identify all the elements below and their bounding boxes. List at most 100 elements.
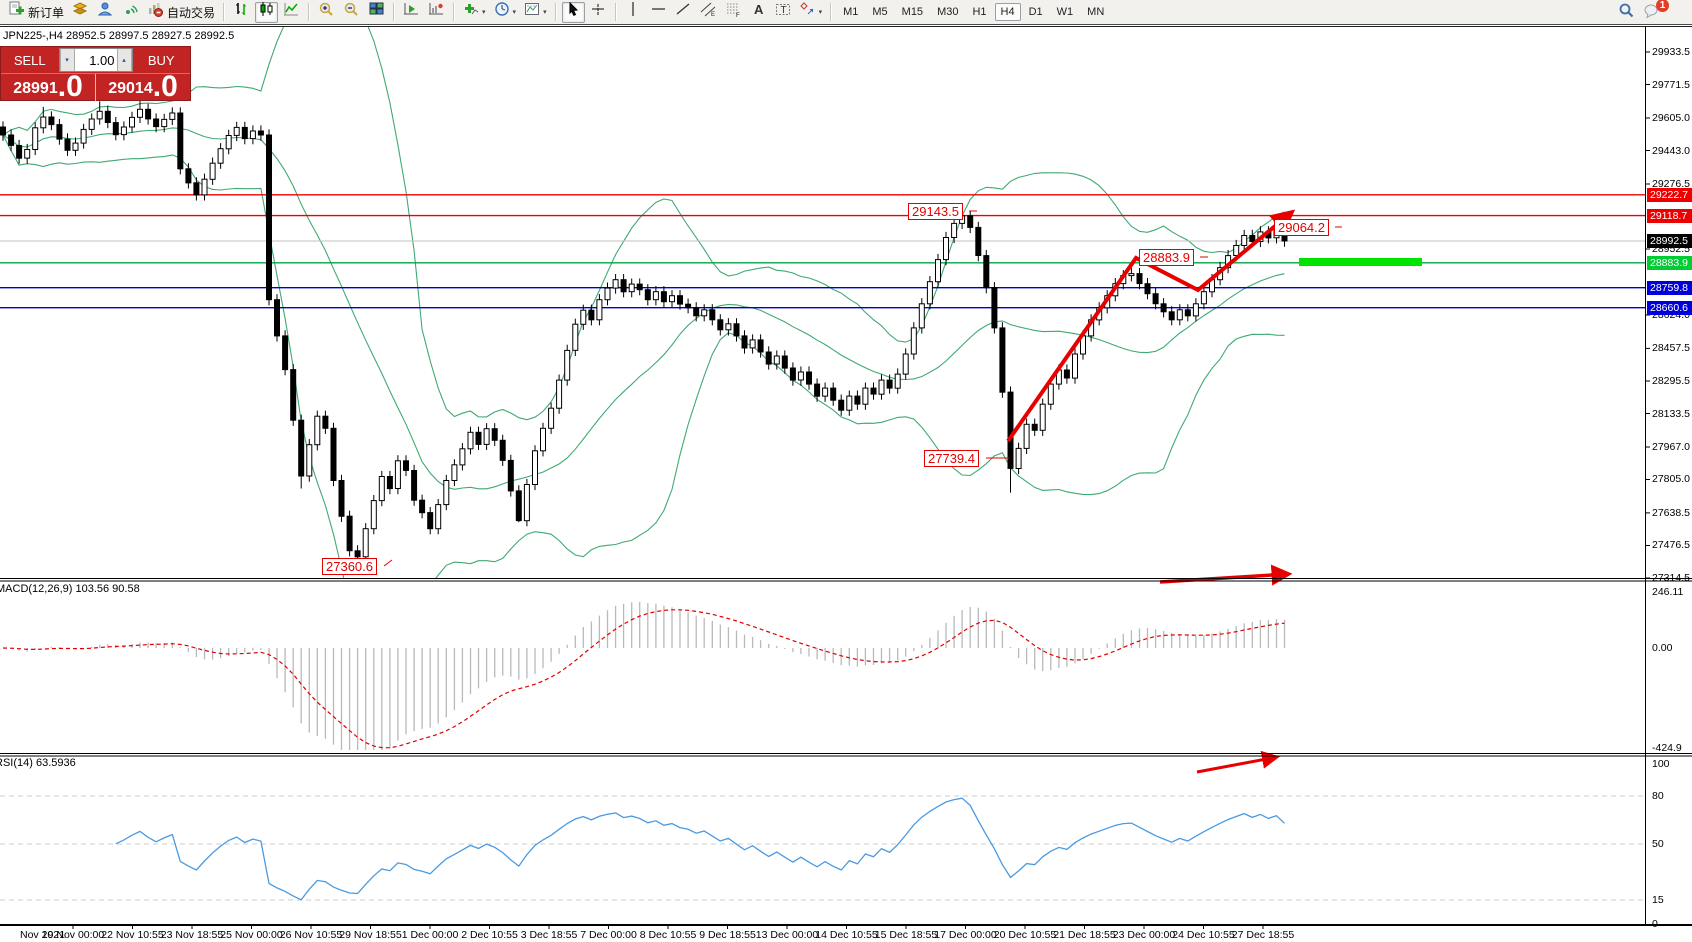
timeframe-h1-button[interactable]: H1: [972, 6, 987, 18]
person-icon: [97, 1, 114, 23]
candle-chart-button[interactable]: [255, 1, 279, 23]
price-annotation-label: 29143.5: [908, 203, 963, 220]
buy-price[interactable]: 29014.0: [96, 72, 190, 102]
timeframe-mn-button[interactable]: MN: [1087, 6, 1105, 18]
templates-button[interactable]: ▾: [521, 2, 550, 23]
vertical-line-button[interactable]: [622, 2, 645, 23]
bollinger-upper-band: [2, 27, 1285, 421]
tile-windows-button[interactable]: [365, 2, 388, 23]
time-axis-label: 15 Dec 18:55: [874, 929, 938, 941]
price-axis-tick: 29443.0: [1652, 145, 1690, 157]
candles-icon: [258, 1, 275, 23]
signals-button[interactable]: [119, 2, 142, 23]
text-button[interactable]: A: [747, 2, 770, 23]
gold-box-icon: [72, 1, 89, 23]
one-click-trading-panel: SELL ▾ 1.00 ▴ BUY 28991.0 29014.0: [0, 46, 191, 103]
indicator-icon: [463, 1, 480, 23]
new-order-label: 新订单: [28, 5, 65, 20]
rsi-axis-tick: 100: [1652, 758, 1670, 770]
autoscroll-icon: [428, 1, 445, 23]
equidistant-channel-button[interactable]: E: [697, 2, 720, 23]
macd-axis-tick: 0.00: [1652, 642, 1673, 654]
volume-input[interactable]: 1.00: [89, 52, 115, 68]
buy-button[interactable]: BUY: [147, 52, 175, 68]
sell-price[interactable]: 28991.0: [1, 70, 95, 103]
cursor-button[interactable]: [561, 1, 585, 23]
line-chart-button[interactable]: [280, 2, 303, 23]
time-axis-label: 14 Dec 10:55: [815, 929, 878, 941]
trend-zigzag-arrow: [1006, 209, 1296, 443]
time-axis-label: 19 Nov 00:00: [41, 929, 105, 941]
ohlc-bars-icon: [233, 1, 250, 23]
timeframe-h4-button[interactable]: H4: [994, 3, 1021, 21]
timeframe-d1-button[interactable]: D1: [1028, 6, 1043, 18]
notifications-button[interactable]: 1: [1640, 0, 1669, 23]
time-axis-label: 23 Dec 00:00: [1112, 929, 1176, 941]
time-axis-label: 8 Dec 10:55: [639, 929, 697, 941]
crosshair-icon: [590, 1, 607, 23]
time-axis-label: 3 Dec 18:55: [520, 929, 578, 941]
chart-shift-button[interactable]: [400, 2, 423, 23]
sell-price-decimal: .0: [57, 70, 83, 103]
price-axis-tick: 27967.0: [1652, 441, 1690, 453]
timeframe-m5-button[interactable]: M5: [872, 6, 888, 18]
trendline-button[interactable]: [672, 2, 695, 23]
horizontal-line-button[interactable]: [647, 2, 670, 23]
time-axis-label: Nov 2021: [20, 929, 65, 941]
chevron-down-icon[interactable]: ▾: [818, 9, 823, 16]
search-button[interactable]: [1615, 2, 1638, 23]
timeframe-w1-button[interactable]: W1: [1056, 6, 1074, 18]
timeframe-m15-button[interactable]: M15: [901, 6, 924, 18]
volume-up-icon[interactable]: ▴: [116, 49, 132, 71]
sell-button[interactable]: SELL: [13, 52, 46, 68]
chevron-down-icon[interactable]: ▾: [512, 9, 517, 16]
price-annotation-label: 28883.9: [1139, 249, 1194, 266]
market-watch-button[interactable]: [69, 2, 92, 23]
auto-trading-label: 自动交易: [167, 5, 216, 20]
svg-text:E: E: [711, 12, 715, 18]
chart-title: JPN225-,H4 28952.5 28997.5 28927.5 28992…: [3, 30, 235, 42]
zoom-out-button[interactable]: [340, 2, 363, 23]
text-label-button[interactable]: T: [772, 2, 795, 23]
support-highlight-bar: [1299, 258, 1422, 266]
fibo-icon: F: [725, 1, 742, 23]
cursor-icon: [565, 1, 582, 23]
zoom-in-icon: [318, 1, 335, 23]
bar-chart-button[interactable]: [230, 2, 253, 23]
price-line-label: 28992.5: [1647, 234, 1692, 248]
time-axis-label: 20 Dec 10:55: [993, 929, 1057, 941]
price-line-label: 29118.7: [1647, 209, 1692, 223]
signal-icon: [122, 1, 139, 23]
time-axis-label: 29 Nov 18:55: [339, 929, 402, 941]
volume-stepper[interactable]: ▾ 1.00 ▴: [58, 48, 133, 72]
periods-button[interactable]: ▾: [491, 2, 520, 23]
time-axis-label: 22 Nov 10:55: [101, 929, 164, 941]
arrows-button[interactable]: ▾: [797, 2, 826, 23]
autotrade-icon: [147, 1, 164, 23]
clock-icon: [494, 1, 511, 23]
crosshair-button[interactable]: [587, 2, 610, 23]
macd-header: MACD(12,26,9) 103.56 90.58: [0, 583, 140, 595]
new-order-button[interactable]: 新订单: [5, 1, 67, 23]
auto-scroll-button[interactable]: [425, 2, 448, 23]
chevron-down-icon[interactable]: ▾: [482, 9, 486, 16]
svg-text:A: A: [754, 2, 764, 17]
auto-trading-button[interactable]: 自动交易: [144, 2, 218, 23]
channel-icon: E: [700, 1, 717, 23]
indicators-button[interactable]: ▾: [460, 2, 489, 23]
navigator-button[interactable]: [94, 2, 117, 23]
price-annotation-label: 27360.6: [322, 558, 377, 575]
price-axis-tick: 29771.5: [1652, 79, 1690, 91]
time-axis-label: 24 Dec 10:55: [1172, 929, 1235, 941]
timeframe-m30-button[interactable]: M30: [937, 6, 959, 18]
timeframe-m1-button[interactable]: M1: [843, 6, 859, 18]
fibonacci-button[interactable]: F: [722, 2, 745, 23]
zoom-in-button[interactable]: [315, 2, 338, 23]
price-line-label: 29222.7: [1647, 188, 1692, 202]
rsi-axis-tick: 50: [1652, 838, 1664, 850]
price-annotation-label: 29064.2: [1274, 219, 1329, 236]
chevron-down-icon[interactable]: ▾: [543, 9, 547, 16]
price-axis-tick: 28457.5: [1652, 342, 1690, 354]
volume-down-icon[interactable]: ▾: [59, 49, 75, 71]
macd-axis-tick: 246.11: [1652, 586, 1684, 598]
